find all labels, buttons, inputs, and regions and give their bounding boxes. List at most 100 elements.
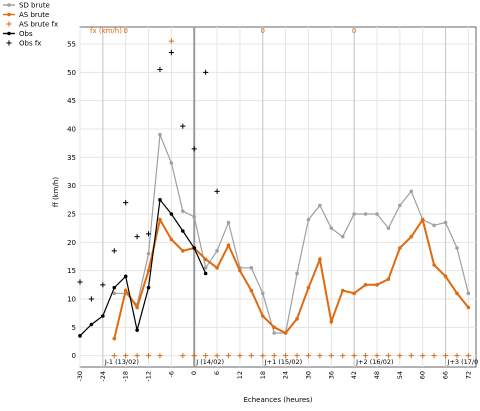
x-tick-label: 24 [282,371,290,379]
data-point-obs [169,212,174,216]
data-point-sd-brute [306,217,311,222]
data-point-as-brute [432,263,436,267]
data-point-obs-fx [191,146,197,152]
data-point-sd-brute [352,212,356,216]
data-point-as-brute [363,283,368,287]
y-tick-label: 25 [67,211,76,219]
data-point-as-brute [398,246,402,250]
data-point-obs-fx [180,123,186,129]
x-tick-label: -24 [99,371,107,382]
legend-label: SD brute [19,2,50,10]
legend-swatch-marker [6,21,12,27]
data-point-as-brute [455,291,459,296]
data-point-sd-brute [249,266,254,270]
data-point-as-brute-fx [214,353,220,359]
data-point-as-brute-fx [305,353,312,359]
fx-top-marker: 0 [261,27,265,35]
data-point-obs-fx [100,282,106,288]
data-point-sd-brute [146,251,151,256]
data-point-as-brute-fx [248,353,254,359]
data-point-obs-fx [214,188,220,194]
legend-label: Obs [19,30,33,38]
data-point-as-brute [238,268,242,273]
data-point-as-brute [283,331,288,335]
data-point-as-brute [181,249,185,253]
x-tick-label: 66 [442,371,450,379]
series-line-obs [79,198,207,337]
series-as-brute-fx [111,38,471,359]
x-tick-label: 0 [190,371,198,375]
data-point-sd-brute [272,331,276,335]
data-point-sd-brute [375,212,379,216]
data-point-obs [181,229,185,233]
data-point-sd-brute [226,220,231,225]
data-point-as-brute-fx [225,353,232,359]
data-point-as-brute-fx [465,353,471,359]
data-point-sd-brute [318,203,322,208]
day-label: J+3 (17/0 [447,358,479,366]
x-tick-label: -30 [76,371,84,382]
fx-axis-label: fx (km/h) : [90,27,127,35]
data-point-sd-brute [329,226,334,230]
data-point-as-brute-fx [408,353,414,359]
data-point-as-brute [135,305,139,310]
y-axis-label: ff (km/h) [52,177,60,207]
x-tick-label: 60 [419,371,427,379]
data-point-as-brute-fx [420,353,426,359]
y-tick-label: 35 [67,154,76,162]
legend-swatch-marker [7,31,11,36]
legend-entry-as-brute: AS brute [3,11,49,19]
data-point-as-brute-fx [397,353,403,359]
data-point-sd-brute [409,189,414,194]
x-tick-label: 36 [327,371,335,379]
legend-entry-sd-brute: SD brute [3,2,50,10]
fx-top-marker: 0 [123,27,127,35]
data-point-obs-fx [168,49,174,56]
data-point-as-brute [226,243,231,247]
data-point-as-brute [386,277,391,281]
data-point-as-brute-fx [134,353,140,359]
y-tick-label: 0 [72,352,76,360]
data-point-obs-fx [77,279,83,285]
data-point-as-brute-fx [431,353,437,359]
y-tick-label: 50 [67,69,76,77]
legend-swatch-marker [6,40,12,46]
grid [79,26,477,368]
data-point-sd-brute [466,291,471,296]
data-point-as-brute [215,266,219,270]
y-tick-label: 20 [67,239,76,247]
data-point-sd-brute [181,209,185,213]
y-tick-label: 15 [67,267,76,275]
data-point-as-brute-fx [442,353,449,359]
data-point-as-brute [203,257,208,262]
y-tick-label: 10 [67,296,76,304]
data-point-as-brute [420,217,425,222]
data-point-obs [192,246,197,250]
data-point-as-brute [306,285,311,290]
data-point-obs [123,274,128,279]
data-point-as-brute [146,268,151,273]
data-point-sd-brute [386,226,391,230]
data-point-as-brute [318,257,322,262]
data-point-as-brute [375,283,379,287]
data-point-as-brute [466,305,471,310]
x-tick-label: 30 [304,371,312,379]
series-sd-brute [112,132,471,335]
series-line-as-brute [113,216,470,339]
x-tick-label: -18 [122,371,130,382]
data-point-as-brute [409,234,414,239]
data-point-as-brute [352,291,356,296]
y-tick-label: 30 [67,182,76,190]
data-point-sd-brute [295,271,299,276]
legend-label: Obs fx [19,40,41,48]
data-point-as-brute [329,319,334,324]
data-point-obs-fx [111,248,117,254]
data-point-as-brute [169,237,174,242]
data-point-obs [135,328,139,332]
x-axis-label: Echeances (heures) [243,396,312,404]
series-obs-fx [77,49,220,302]
x-tick-label: 48 [373,371,381,379]
data-point-as-brute [443,274,448,279]
data-point-as-brute-fx [260,353,266,359]
